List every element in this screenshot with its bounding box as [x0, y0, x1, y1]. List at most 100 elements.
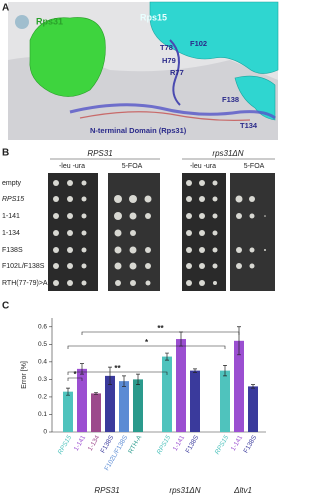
error-bar [165, 352, 169, 361]
yeast-spot [130, 280, 136, 286]
y-tick-label: 0.2 [38, 394, 47, 401]
yeast-spot [81, 180, 87, 186]
yeast-spot [129, 195, 137, 203]
yeast-spot [186, 230, 192, 236]
y-tick-label: 0.1 [38, 411, 47, 418]
yeast-spot [115, 280, 121, 286]
yeast-spot [81, 263, 87, 269]
row-label: F102L/F138S [2, 263, 45, 270]
yeast-spot [114, 246, 122, 254]
yeast-spot [67, 280, 73, 286]
error-bar [223, 365, 227, 377]
x-tick-label: RTH-A [127, 434, 143, 455]
figure: A Rps31 Rps15 T78 F102 H79 R77 F138 T134… [2, 1, 279, 495]
yeast-spot [67, 196, 73, 202]
y-tick-label: 0.6 [38, 323, 47, 330]
group-label: rps31ΔN [169, 486, 200, 495]
yeast-spot [81, 247, 87, 253]
group-label: Δltv1 [233, 486, 252, 495]
error-bar [94, 392, 98, 395]
residue-label: R77 [170, 68, 184, 77]
row-label: 1-134 [2, 230, 20, 237]
yeast-spot [199, 263, 205, 269]
yeast-spot [67, 213, 73, 219]
yeast-spot [264, 215, 266, 217]
yeast-spot [249, 196, 255, 202]
yeast-spot [199, 280, 205, 286]
row-label: 1-141 [2, 213, 20, 220]
yeast-spot [67, 263, 73, 269]
yeast-spot [199, 247, 205, 253]
row-label: F138S [2, 247, 23, 254]
bar [190, 370, 200, 432]
x-tick-label: F138S [243, 434, 259, 455]
yeast-spot [249, 263, 255, 269]
yeast-spot [67, 180, 73, 186]
yeast-spot [114, 262, 122, 270]
yeast-spot [186, 213, 192, 219]
yeast-spot [186, 263, 192, 269]
yeast-spot [114, 212, 122, 220]
error-bar [122, 375, 126, 387]
yeast-spot [199, 180, 205, 186]
plate [230, 173, 275, 291]
yeast-spot [186, 180, 192, 186]
yeast-spot [236, 213, 242, 219]
medium-label: 5-FOA [244, 163, 265, 170]
yeast-spot [53, 196, 59, 202]
x-tick-label: 1-141 [230, 434, 245, 452]
yeast-spot [67, 247, 73, 253]
bar [234, 340, 244, 432]
strain-label: rps31ΔN [212, 149, 243, 158]
residue-label: F138 [222, 95, 239, 104]
yeast-spot [129, 262, 137, 270]
yeast-spot [129, 212, 137, 220]
yeast-spot [53, 263, 59, 269]
error-bar [80, 363, 84, 375]
bar [105, 375, 115, 432]
yeast-spot [249, 213, 255, 219]
yeast-spot [145, 280, 151, 286]
error-bar [193, 368, 197, 373]
medium-label: -leu -ura [190, 163, 216, 170]
significance-bracket [67, 371, 168, 375]
bar [133, 379, 143, 432]
significance-label: ** [157, 324, 164, 333]
bar [176, 339, 186, 432]
row-label: RTH(77-79)>A [2, 280, 48, 287]
significance-bracket [67, 345, 226, 349]
yeast-spot [235, 195, 243, 203]
yeast-spot [199, 196, 205, 202]
yeast-spot [264, 249, 266, 251]
bar [248, 386, 258, 432]
strain-label: RPS31 [87, 149, 112, 158]
row-label: RPS15 [2, 196, 24, 203]
bar [91, 393, 101, 432]
yeast-spot [81, 213, 87, 219]
residue-label: T134 [240, 121, 258, 130]
yeast-spot [186, 196, 192, 202]
x-tick-label: RPS15 [156, 434, 173, 456]
residue-label: T78 [160, 43, 173, 52]
yeast-spot [53, 230, 59, 236]
significance-bracket [67, 377, 83, 381]
spot-layer [53, 180, 266, 286]
error-bar [251, 384, 255, 389]
significance-bracket [81, 331, 240, 335]
yeast-spot [53, 213, 59, 219]
row-label: empty [2, 180, 22, 187]
yeast-spot [212, 247, 218, 253]
yeast-spot [249, 247, 255, 253]
x-tick-label: RPS15 [214, 434, 231, 456]
x-tick-label: F138S [185, 434, 201, 455]
yeast-spot [53, 280, 59, 286]
yeast-spot [212, 263, 218, 269]
yeast-spot [236, 263, 242, 269]
yeast-spot [81, 280, 87, 286]
error-bar [136, 373, 140, 385]
yeast-spot [81, 230, 87, 236]
yeast-spot [129, 246, 137, 254]
yeast-spot [145, 213, 151, 219]
residue-label: H79 [162, 56, 176, 65]
x-tick-label: 1-141 [73, 434, 88, 452]
